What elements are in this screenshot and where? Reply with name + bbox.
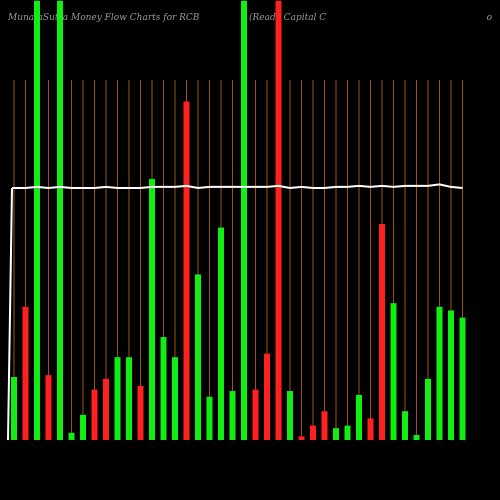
bar bbox=[11, 377, 17, 440]
bar bbox=[459, 317, 466, 440]
bar bbox=[390, 303, 397, 440]
bar bbox=[34, 0, 40, 441]
bar bbox=[91, 389, 98, 440]
bar bbox=[367, 418, 374, 440]
bar bbox=[275, 0, 282, 441]
bar bbox=[126, 357, 132, 440]
chart-title: MunafaSutra Money Flow Charts for RCB bbox=[7, 13, 200, 23]
bar bbox=[68, 432, 75, 440]
bar bbox=[137, 386, 144, 440]
bar bbox=[57, 0, 63, 441]
bar bbox=[229, 391, 236, 440]
bar bbox=[252, 389, 259, 440]
bar bbox=[436, 306, 443, 440]
bar bbox=[114, 357, 121, 440]
bar bbox=[172, 357, 178, 440]
chart-subtitle: (Ready Capital C bbox=[249, 12, 326, 23]
bar bbox=[321, 411, 328, 440]
bar bbox=[379, 224, 385, 440]
bar bbox=[160, 337, 167, 440]
bar bbox=[356, 395, 362, 440]
bar bbox=[413, 434, 420, 440]
bar bbox=[149, 179, 155, 440]
bar bbox=[195, 274, 201, 440]
bar bbox=[264, 353, 270, 440]
money-flow-line bbox=[12, 183, 463, 190]
bar bbox=[206, 396, 213, 440]
bar bbox=[183, 101, 190, 440]
bar bbox=[344, 425, 351, 440]
bar bbox=[103, 378, 109, 440]
bar bbox=[425, 378, 431, 440]
bar bbox=[287, 391, 293, 440]
bar bbox=[298, 436, 305, 440]
bar bbox=[45, 375, 52, 440]
bar bbox=[241, 0, 247, 441]
bar bbox=[22, 306, 29, 440]
bar bbox=[310, 425, 316, 440]
bar bbox=[402, 411, 408, 440]
bar bbox=[80, 414, 86, 440]
bar bbox=[333, 428, 339, 440]
corner-text: o bbox=[487, 13, 493, 23]
bar bbox=[448, 310, 454, 440]
line-lead bbox=[7, 187, 13, 441]
bar bbox=[218, 227, 224, 440]
